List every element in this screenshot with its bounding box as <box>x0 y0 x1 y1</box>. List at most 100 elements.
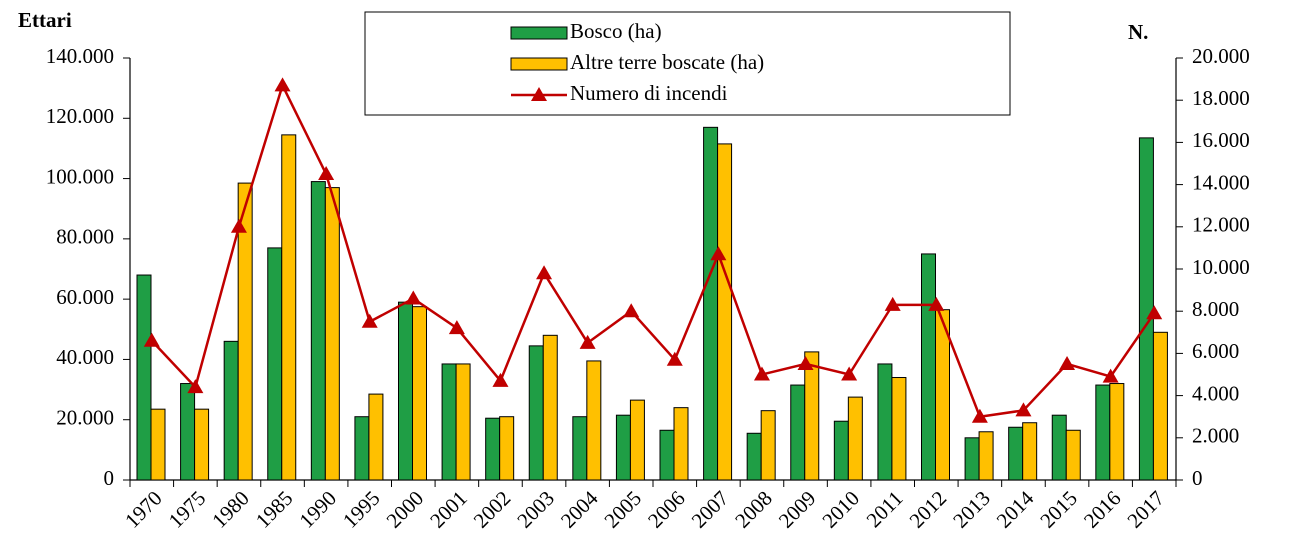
bar <box>746 432 762 481</box>
x-tick-label: 2000 <box>382 486 429 533</box>
bar <box>703 126 719 481</box>
y-tick-label: 40.000 <box>56 345 114 369</box>
bar <box>223 340 239 481</box>
x-tick-label: 2003 <box>512 486 559 533</box>
bar <box>150 408 166 481</box>
bar <box>136 274 152 481</box>
bar <box>877 363 893 481</box>
x-tick-label: 1995 <box>338 486 385 533</box>
x-tick-label: 1990 <box>294 486 341 533</box>
y2-tick-label: 20.000 <box>1192 44 1250 68</box>
bar <box>978 431 994 481</box>
bar <box>412 306 427 481</box>
y-tick-label: 80.000 <box>56 225 114 249</box>
x-tick-label: 1985 <box>251 486 298 533</box>
y2-tick-label: 10.000 <box>1192 255 1250 279</box>
y2-tick-label: 8.000 <box>1192 297 1239 321</box>
legend-box <box>364 11 1011 116</box>
marker <box>579 334 596 349</box>
marker <box>274 77 291 92</box>
bar <box>964 437 980 481</box>
bar <box>629 399 645 481</box>
y2-tick-label: 16.000 <box>1192 128 1250 152</box>
bar <box>833 420 849 481</box>
legend: Bosco (ha) Altre terre boscate (ha) Numero… <box>364 11 1011 116</box>
bar <box>499 416 515 481</box>
bar <box>180 383 196 481</box>
marker <box>405 290 422 305</box>
bar <box>1008 426 1024 481</box>
x-tick-label: 2001 <box>425 486 472 533</box>
bar <box>615 414 631 481</box>
marker <box>841 366 858 381</box>
marker <box>536 265 553 280</box>
x-tick-label: 2009 <box>774 486 821 533</box>
bar <box>310 181 326 481</box>
bar <box>368 393 384 481</box>
bar <box>267 247 283 481</box>
bar <box>1138 137 1154 481</box>
y-tick-label: 0 <box>104 466 115 490</box>
x-tick-label: 2010 <box>817 486 864 533</box>
y2-tick-label: 6.000 <box>1192 339 1239 363</box>
x-tick-label: 2008 <box>730 486 777 533</box>
bar <box>324 187 340 481</box>
marker <box>623 303 640 318</box>
bar <box>194 408 210 481</box>
bar <box>790 384 806 481</box>
legend-label: Altre terre boscate (ha) <box>570 50 764 74</box>
marker <box>1059 355 1076 370</box>
x-tick-label: 2014 <box>992 486 1039 533</box>
marker <box>318 166 335 181</box>
legend-label: Bosco (ha) <box>570 19 662 43</box>
x-tick-label: 2007 <box>687 486 734 533</box>
marker <box>187 379 204 394</box>
y2-tick-label: 12.000 <box>1192 213 1250 237</box>
x-tick-label: 2011 <box>862 486 908 532</box>
legend-swatch <box>510 57 568 71</box>
bar <box>455 363 471 481</box>
y-axis-title: Ettari <box>18 8 72 32</box>
x-tick-label: 2013 <box>948 486 995 533</box>
bar <box>237 182 253 481</box>
bar <box>1022 422 1038 481</box>
y2-tick-label: 0 <box>1192 466 1203 490</box>
marker <box>928 296 945 311</box>
legend-swatch <box>510 26 568 40</box>
bar <box>921 253 936 481</box>
y2-tick-label: 18.000 <box>1192 86 1250 110</box>
marker <box>753 366 770 381</box>
bar <box>485 417 501 481</box>
bar <box>586 360 602 481</box>
bar <box>804 351 820 481</box>
bar <box>1095 384 1111 481</box>
bar <box>891 377 907 481</box>
bar <box>1109 383 1125 481</box>
y-tick-label: 60.000 <box>56 285 114 309</box>
marker <box>1102 368 1119 383</box>
x-tick-label: 2017 <box>1122 486 1169 533</box>
marker <box>361 313 378 328</box>
marker <box>1015 402 1032 417</box>
y2-tick-label: 2.000 <box>1192 424 1239 448</box>
line <box>150 82 1156 419</box>
bar <box>673 407 689 481</box>
marker <box>797 355 814 370</box>
x-tick-label: 1980 <box>207 486 254 533</box>
bar <box>1051 414 1067 481</box>
y2-tick-label: 4.000 <box>1192 381 1239 405</box>
x-tick-label: 2004 <box>556 486 603 533</box>
y-tick-label: 140.000 <box>46 44 114 68</box>
x-tick-label: 2002 <box>469 486 516 533</box>
marker <box>448 320 465 335</box>
bar <box>281 134 297 481</box>
bar <box>659 429 675 481</box>
marker <box>971 408 988 423</box>
y-tick-label: 20.000 <box>56 406 114 430</box>
y2-axis-title: N. <box>1128 20 1148 44</box>
y2-tick-label: 14.000 <box>1192 170 1250 194</box>
x-tick-label: 2016 <box>1079 486 1126 533</box>
marker <box>492 372 509 387</box>
x-tick-label: 1970 <box>120 486 167 533</box>
